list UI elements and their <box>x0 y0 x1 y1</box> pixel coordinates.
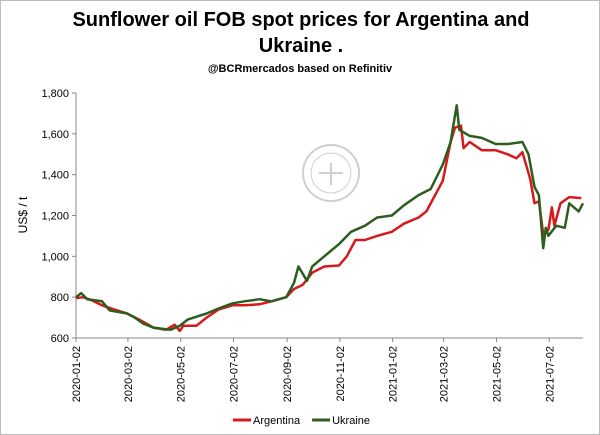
y-tick-label: 1,400 <box>41 170 69 182</box>
x-tick-label: 2021-07-02 <box>544 346 556 402</box>
x-tick-label: 2021-01-02 <box>388 346 400 402</box>
series-line <box>75 124 582 333</box>
x-tick-label: 2020-11-02 <box>335 346 347 401</box>
x-tick-label: 2020-01-02 <box>71 346 83 402</box>
series-line <box>75 104 585 332</box>
x-tick-label: 2020-03-02 <box>123 346 135 402</box>
legend-label: Argentina <box>253 415 301 427</box>
x-tick-label: 2020-07-02 <box>228 346 240 402</box>
y-tick-label: 1,600 <box>41 129 69 141</box>
y-tick-label: 1,200 <box>41 211 69 223</box>
y-tick-label: 800 <box>51 292 69 304</box>
y-tick-label: 1,800 <box>41 88 69 100</box>
x-tick-label: 2021-03-02 <box>439 346 451 402</box>
y-tick-label: 1,000 <box>41 251 69 263</box>
y-axis-label: US$ / t <box>16 196 30 233</box>
legend-label: Ukraine <box>332 415 370 427</box>
y-tick-label: 600 <box>51 333 69 345</box>
x-tick-label: 2021-05-02 <box>491 346 503 402</box>
chart-subtitle: @BCRmercados based on Refinitiv <box>207 63 393 75</box>
chart-title: Sunflower oil FOB spot prices for Argent… <box>72 9 530 57</box>
watermark-logo <box>302 144 360 202</box>
x-tick-label: 2020-05-02 <box>176 346 188 402</box>
x-tick-label: 2020-09-02 <box>282 346 294 402</box>
